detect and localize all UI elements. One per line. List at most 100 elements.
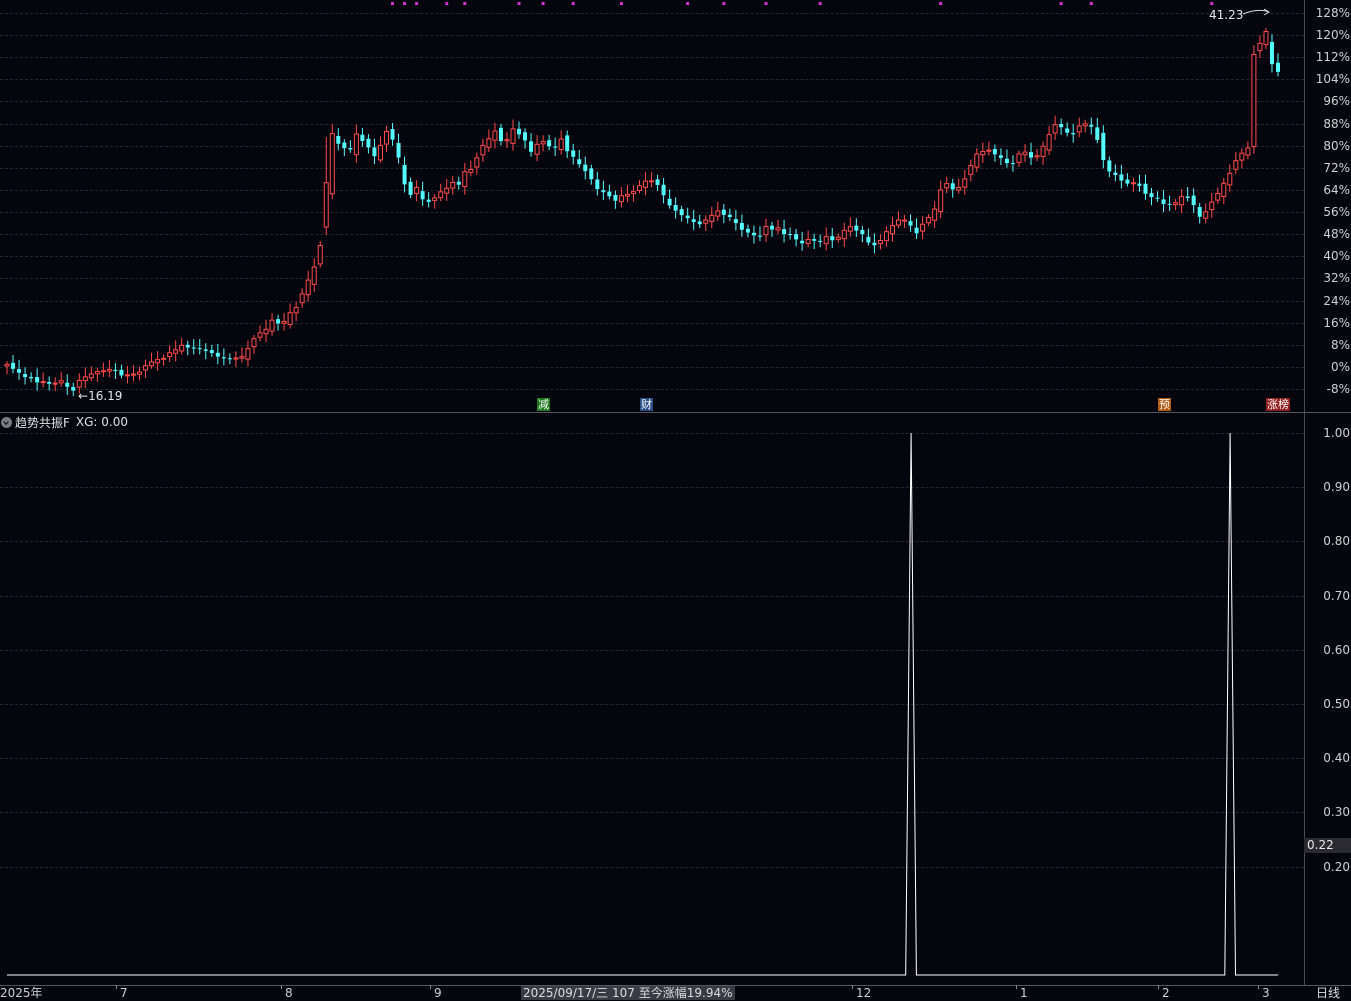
candle[interactable] — [883, 231, 889, 242]
candle[interactable] — [23, 374, 28, 378]
candle[interactable] — [1046, 134, 1052, 151]
candle[interactable] — [510, 128, 516, 144]
event-marker[interactable]: 预 — [1158, 398, 1171, 411]
candle[interactable] — [727, 214, 732, 218]
candle[interactable] — [1071, 133, 1076, 135]
candle[interactable] — [1215, 193, 1221, 201]
candle[interactable] — [667, 198, 672, 206]
candle[interactable] — [299, 293, 305, 304]
candle[interactable] — [76, 379, 82, 388]
candle[interactable] — [1179, 196, 1185, 206]
candle[interactable] — [88, 373, 94, 379]
candle[interactable] — [65, 382, 70, 387]
candle[interactable] — [523, 132, 528, 141]
candle[interactable] — [980, 151, 986, 156]
candle[interactable] — [390, 129, 395, 140]
candle[interactable] — [703, 219, 709, 224]
candle[interactable] — [872, 242, 877, 246]
candle[interactable] — [565, 135, 570, 152]
candle[interactable] — [287, 312, 293, 326]
candle[interactable] — [323, 182, 329, 228]
candle[interactable] — [4, 363, 10, 367]
candle[interactable] — [679, 209, 684, 216]
candle[interactable] — [841, 229, 847, 240]
candle[interactable] — [47, 382, 52, 384]
candle[interactable] — [468, 168, 474, 173]
candle[interactable] — [1016, 153, 1022, 163]
candle[interactable] — [305, 279, 311, 296]
candle[interactable] — [1082, 123, 1088, 127]
candle[interactable] — [643, 180, 649, 188]
candle[interactable] — [1221, 182, 1227, 197]
candle[interactable] — [124, 374, 130, 377]
candle[interactable] — [1137, 183, 1142, 186]
candle[interactable] — [40, 381, 46, 384]
candle[interactable] — [835, 236, 841, 240]
candle[interactable] — [444, 187, 450, 194]
candle[interactable] — [553, 146, 558, 148]
candle[interactable] — [685, 215, 690, 219]
candle[interactable] — [408, 181, 413, 195]
candle[interactable] — [920, 223, 926, 232]
candle[interactable] — [311, 266, 317, 285]
candle[interactable] — [1257, 42, 1263, 52]
candle[interactable] — [137, 371, 143, 375]
candle[interactable] — [227, 358, 232, 360]
candle[interactable] — [547, 140, 552, 147]
candle[interactable] — [649, 180, 655, 183]
candle[interactable] — [583, 164, 588, 172]
candle[interactable] — [71, 386, 76, 391]
candle[interactable] — [119, 369, 124, 376]
candle[interactable] — [173, 349, 179, 354]
candle[interactable] — [1125, 179, 1130, 184]
candle[interactable] — [956, 186, 962, 191]
candle[interactable] — [377, 144, 383, 161]
candle[interactable] — [396, 142, 401, 158]
candle[interactable] — [800, 240, 805, 244]
candle[interactable] — [1113, 172, 1118, 176]
candle[interactable] — [805, 238, 811, 244]
indicator-title[interactable]: 趋势共振F — [15, 415, 70, 430]
candle[interactable] — [962, 178, 968, 188]
candle[interactable] — [788, 234, 793, 236]
candle[interactable] — [1065, 128, 1070, 133]
candle[interactable] — [1119, 174, 1124, 181]
candle[interactable] — [113, 369, 118, 372]
candle[interactable] — [932, 208, 938, 221]
candle[interactable] — [950, 183, 955, 190]
candle[interactable] — [1143, 183, 1148, 194]
candle[interactable] — [1004, 158, 1009, 164]
candle[interactable] — [450, 181, 456, 189]
candle[interactable] — [82, 376, 88, 382]
candle[interactable] — [697, 221, 702, 225]
candle[interactable] — [329, 133, 335, 195]
candle[interactable] — [179, 344, 185, 352]
candle[interactable] — [149, 361, 155, 367]
candle[interactable] — [733, 219, 738, 224]
candle[interactable] — [1185, 196, 1190, 198]
candle[interactable] — [35, 377, 40, 383]
candle[interactable] — [595, 179, 600, 190]
candle[interactable] — [29, 376, 34, 379]
candle[interactable] — [245, 348, 251, 360]
candlestick-chart[interactable] — [0, 0, 1304, 412]
candle[interactable] — [17, 369, 22, 373]
candle[interactable] — [420, 191, 425, 200]
event-marker[interactable]: 财 — [640, 398, 653, 411]
candle[interactable] — [1107, 160, 1112, 172]
candle[interactable] — [1095, 127, 1100, 140]
candle[interactable] — [770, 225, 775, 230]
candle[interactable] — [185, 344, 190, 348]
candle[interactable] — [191, 347, 196, 349]
candle[interactable] — [233, 357, 239, 360]
candle[interactable] — [529, 141, 534, 152]
candle[interactable] — [974, 153, 980, 168]
candle[interactable] — [1209, 201, 1215, 211]
candle[interactable] — [1173, 202, 1179, 206]
candle[interactable] — [100, 370, 106, 373]
candle[interactable] — [215, 352, 220, 357]
candle[interactable] — [269, 319, 275, 332]
candle[interactable] — [1010, 163, 1015, 165]
candle[interactable] — [896, 219, 902, 226]
candle[interactable] — [52, 382, 58, 385]
